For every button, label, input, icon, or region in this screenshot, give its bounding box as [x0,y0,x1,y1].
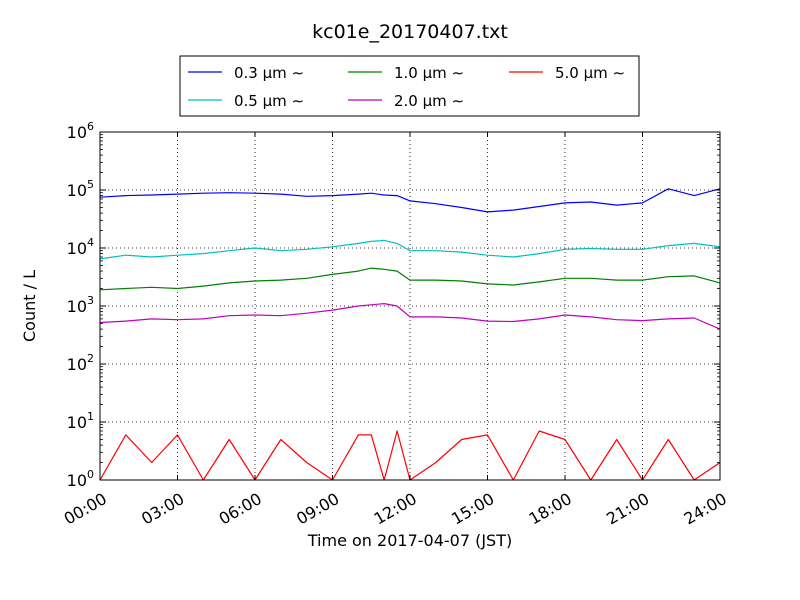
y-tick-base: 10 [67,297,87,316]
y-tick-base: 10 [67,355,87,374]
y-tick-exponent: 0 [87,468,94,481]
y-tick-base: 10 [67,181,87,200]
y-tick-label: 102 [67,352,94,374]
series-lines [99,188,721,481]
legend-label: 2.0 μm ∼ [394,92,464,110]
legend-items: 0.3 μm ∼ 0.5 μm ∼ 1.0 μm ∼ 2.0 μm ∼ 5.0 μm ∼ [188,64,625,110]
y-tick-base: 10 [67,239,87,258]
y-tick-label: 106 [67,120,94,142]
y-tick-label: 105 [67,178,94,200]
x-axis-label: Time on 2017-04-07 (JST) [307,531,512,550]
y-tick-base: 10 [67,471,87,490]
legend-label: 5.0 μm ∼ [555,64,625,82]
y-tick-exponent: 3 [87,294,94,307]
y-tick-label: 100 [67,468,94,490]
y-tick-base: 10 [67,413,87,432]
y-tick-base: 10 [67,123,87,142]
series-line-2 [99,239,721,260]
y-tick-exponent: 5 [87,178,94,191]
chart-title: kc01e_20170407.txt [312,21,508,43]
legend: 0.3 μm ∼ 0.5 μm ∼ 1.0 μm ∼ 2.0 μm ∼ 5.0 μm ∼ [179,55,640,117]
y-axis-label: Count / L [20,270,39,342]
series-line-3 [99,267,721,291]
legend-label: 0.5 μm ∼ [234,92,304,110]
y-tick-exponent: 2 [87,352,94,365]
y-tick-exponent: 4 [87,236,94,249]
grid [100,132,720,480]
legend-label: 1.0 μm ∼ [394,64,464,82]
series-line-4 [99,303,721,330]
y-tick-label: 104 [67,236,94,258]
series-line-1 [99,188,721,213]
y-tick-exponent: 1 [87,410,94,423]
legend-label: 0.3 μm ∼ [234,64,304,82]
legend-box [179,55,640,117]
series-line-5 [99,430,721,481]
y-tick-label: 101 [67,410,94,432]
y-tick-exponent: 6 [87,120,94,133]
y-tick-label: 103 [67,294,94,316]
